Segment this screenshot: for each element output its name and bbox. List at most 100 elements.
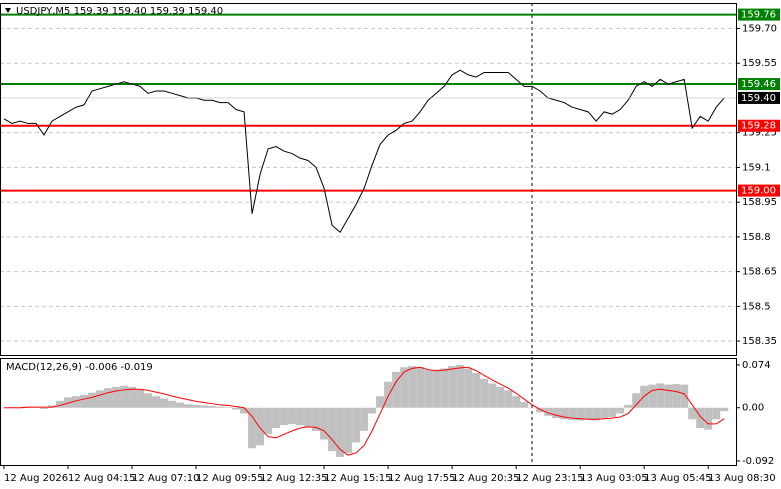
histogram-bar bbox=[304, 407, 313, 427]
y-tick-label: -0.092 bbox=[742, 456, 774, 467]
histogram-bar bbox=[520, 401, 529, 408]
x-tick-label: 12 Aug 09:55 bbox=[196, 473, 263, 484]
histogram-bar bbox=[336, 407, 345, 457]
histogram-bar bbox=[624, 404, 633, 408]
histogram-bar bbox=[72, 396, 81, 408]
histogram-bar bbox=[128, 386, 137, 408]
x-tick-label: 12 Aug 2026 bbox=[4, 473, 68, 484]
histogram-bar bbox=[560, 407, 569, 420]
x-tick-label: 12 Aug 20:35 bbox=[452, 473, 519, 484]
histogram-bar bbox=[408, 366, 417, 408]
histogram-bar bbox=[320, 407, 329, 440]
histogram-bar bbox=[488, 383, 497, 408]
histogram-bar bbox=[96, 390, 105, 408]
histogram-bar bbox=[160, 398, 169, 408]
x-tick-label: 12 Aug 15:15 bbox=[324, 473, 391, 484]
panel-frame bbox=[0, 3, 737, 356]
histogram-bar bbox=[248, 407, 257, 449]
y-tick-label: 0.00 bbox=[742, 403, 764, 414]
level-tag bbox=[738, 184, 780, 197]
histogram-bar bbox=[88, 392, 97, 408]
histogram-bar bbox=[576, 407, 585, 421]
histogram-bar bbox=[712, 407, 721, 420]
histogram-bar bbox=[312, 407, 321, 431]
histogram-bar bbox=[544, 407, 553, 416]
histogram-bar bbox=[568, 407, 577, 420]
histogram-bar bbox=[368, 407, 377, 414]
histogram-bar bbox=[272, 407, 281, 428]
histogram-bar bbox=[152, 396, 161, 408]
chart-title: USDJPY,M5 159.39 159.40 159.39 159.40 bbox=[16, 6, 223, 17]
histogram-bar bbox=[56, 400, 65, 408]
indicator-title: MACD(12,26,9) -0.006 -0.019 bbox=[6, 362, 153, 373]
histogram-bar bbox=[192, 404, 201, 408]
histogram-bar bbox=[112, 386, 121, 408]
histogram-bar bbox=[256, 407, 265, 446]
histogram-bar bbox=[104, 388, 113, 408]
level-label: 159.28 bbox=[741, 121, 776, 132]
histogram-bar bbox=[552, 407, 561, 419]
histogram-bar bbox=[240, 407, 249, 414]
histogram-bar bbox=[480, 378, 489, 408]
y-tick-label: 159.55 bbox=[742, 58, 777, 69]
histogram-bar bbox=[280, 407, 289, 426]
x-tick-label: 12 Aug 07:10 bbox=[132, 473, 199, 484]
y-tick-label: 159.70 bbox=[742, 23, 777, 34]
histogram-bar bbox=[216, 406, 225, 408]
histogram-bar bbox=[424, 369, 433, 408]
x-tick-label: 12 Aug 12:35 bbox=[260, 473, 327, 484]
histogram-bar bbox=[144, 393, 153, 408]
histogram-bar bbox=[432, 369, 441, 408]
histogram-bar bbox=[656, 383, 665, 408]
histogram-bar bbox=[688, 407, 697, 420]
histogram-bar bbox=[224, 407, 233, 408]
y-tick-label: 158.95 bbox=[742, 197, 777, 208]
level-label: 159.76 bbox=[741, 10, 776, 21]
histogram-bar bbox=[288, 407, 297, 424]
histogram-bar bbox=[632, 393, 641, 408]
y-tick-label: 158.35 bbox=[742, 336, 777, 347]
price-line bbox=[3, 69, 725, 234]
histogram-bar bbox=[664, 384, 673, 408]
y-tick-label: 159.25 bbox=[742, 128, 777, 139]
histogram-bar bbox=[584, 407, 593, 420]
histogram-bar bbox=[648, 384, 657, 408]
histogram-bar bbox=[296, 407, 305, 426]
histogram-bar bbox=[208, 406, 217, 408]
level-tag bbox=[738, 8, 780, 21]
histogram-bar bbox=[120, 385, 129, 408]
histogram-bar bbox=[64, 397, 73, 408]
histogram-bar bbox=[456, 364, 465, 408]
histogram-bar bbox=[464, 368, 473, 408]
histogram-bar bbox=[184, 404, 193, 408]
histogram-bar bbox=[592, 407, 601, 421]
signal-line bbox=[4, 366, 725, 456]
histogram-bar bbox=[704, 407, 713, 430]
histogram-bar bbox=[392, 371, 401, 408]
histogram-bar bbox=[608, 407, 617, 417]
y-tick-label: 158.8 bbox=[742, 232, 771, 243]
histogram-bar bbox=[400, 367, 409, 408]
histogram-bar bbox=[472, 373, 481, 408]
level-tag bbox=[738, 119, 780, 132]
histogram-bar bbox=[264, 407, 273, 434]
x-tick-label: 12 Aug 04:15 bbox=[68, 473, 135, 484]
title-marker bbox=[5, 8, 11, 13]
histogram-bar bbox=[600, 407, 609, 419]
histogram-bar bbox=[416, 367, 425, 408]
histogram-bar bbox=[696, 407, 705, 428]
x-tick-label: 13 Aug 08:30 bbox=[708, 473, 775, 484]
x-tick-label: 12 Aug 23:15 bbox=[516, 473, 583, 484]
level-label: 159.46 bbox=[741, 79, 776, 90]
y-tick-label: 158.65 bbox=[742, 267, 777, 278]
x-tick-label: 13 Aug 05:45 bbox=[644, 473, 711, 484]
histogram-bar bbox=[536, 407, 545, 413]
histogram-bar bbox=[232, 407, 241, 410]
x-tick-label: 12 Aug 17:55 bbox=[388, 473, 455, 484]
histogram-bar bbox=[528, 407, 537, 409]
current-price-label: 159.40 bbox=[741, 93, 776, 104]
histogram-bar bbox=[384, 381, 393, 408]
histogram-bar bbox=[496, 386, 505, 408]
histogram-bar bbox=[136, 389, 145, 408]
